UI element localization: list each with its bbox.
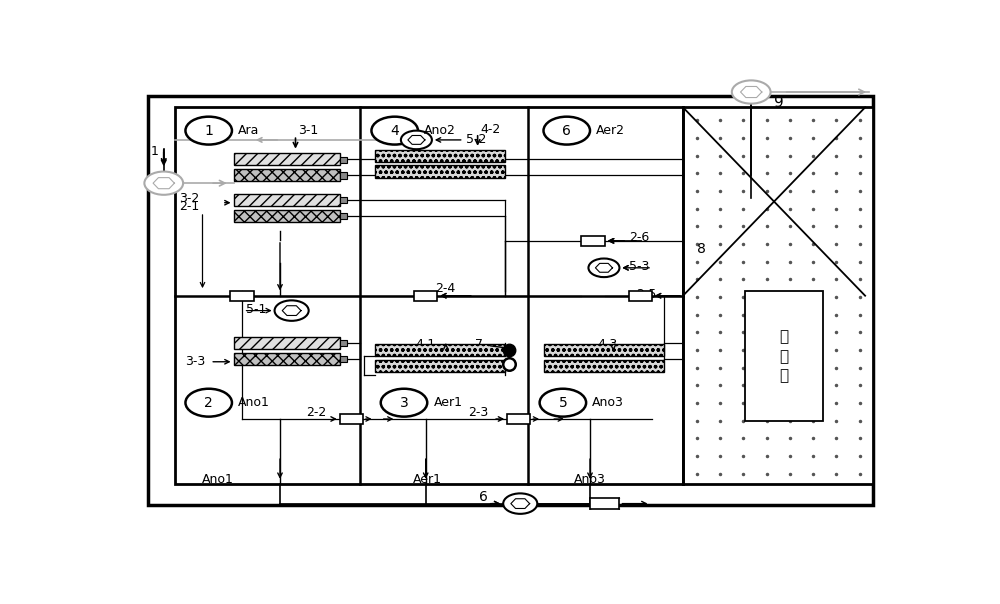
Circle shape <box>275 300 309 321</box>
Text: 4: 4 <box>390 124 399 138</box>
Circle shape <box>381 389 427 417</box>
Bar <box>234 337 340 349</box>
Text: 5-3: 5-3 <box>629 260 649 274</box>
Text: 6: 6 <box>479 490 488 504</box>
Text: 2: 2 <box>204 396 213 410</box>
Text: 7: 7 <box>475 338 483 351</box>
Bar <box>234 169 340 181</box>
Text: 6: 6 <box>562 124 571 138</box>
Bar <box>375 344 505 356</box>
Bar <box>581 236 605 246</box>
Bar <box>544 360 664 372</box>
Text: 2-6: 2-6 <box>629 231 649 244</box>
Text: 4-3: 4-3 <box>598 338 618 351</box>
Bar <box>230 291 254 301</box>
Text: Ano3: Ano3 <box>592 396 624 409</box>
Text: 5-1: 5-1 <box>246 303 266 316</box>
Bar <box>375 150 505 162</box>
Bar <box>234 153 340 165</box>
Bar <box>234 210 340 222</box>
Text: 9: 9 <box>774 95 784 110</box>
Text: Aer1: Aer1 <box>433 396 462 409</box>
Bar <box>234 353 340 365</box>
Text: 工
作
台: 工 作 台 <box>779 329 788 384</box>
Text: 1: 1 <box>151 145 158 158</box>
Text: Aer1: Aer1 <box>413 473 442 486</box>
Text: 3-2: 3-2 <box>179 191 200 205</box>
Bar <box>340 213 347 219</box>
Circle shape <box>371 117 418 144</box>
Bar <box>629 291 652 301</box>
Circle shape <box>503 493 537 514</box>
Text: Ano3: Ano3 <box>574 473 606 486</box>
Bar <box>340 356 347 362</box>
Bar <box>507 414 530 424</box>
Text: 1: 1 <box>204 124 213 138</box>
Text: 2-3: 2-3 <box>468 406 489 419</box>
Text: 2-5: 2-5 <box>637 288 657 301</box>
Bar <box>375 165 505 178</box>
Text: 3-1: 3-1 <box>298 124 318 137</box>
Text: Ano2: Ano2 <box>424 124 456 137</box>
Text: Aer2: Aer2 <box>596 124 625 137</box>
Circle shape <box>185 389 232 417</box>
Circle shape <box>401 130 432 149</box>
Bar <box>414 291 437 301</box>
Text: 5-2: 5-2 <box>466 133 486 146</box>
Circle shape <box>540 389 586 417</box>
Bar <box>340 414 363 424</box>
Text: 4-2: 4-2 <box>480 123 500 136</box>
Bar <box>745 291 822 422</box>
Bar <box>148 96 873 505</box>
Bar <box>375 360 505 372</box>
Text: 2-4: 2-4 <box>435 282 455 295</box>
Text: Ano1: Ano1 <box>238 396 270 409</box>
Text: 4-1: 4-1 <box>416 338 436 351</box>
Circle shape <box>185 117 232 144</box>
Text: 5: 5 <box>558 396 567 410</box>
Bar <box>683 108 873 484</box>
Bar <box>340 156 347 162</box>
Text: 2-1: 2-1 <box>179 200 200 213</box>
Bar <box>544 344 664 356</box>
Circle shape <box>588 259 619 277</box>
Text: 3-3: 3-3 <box>185 355 206 368</box>
Bar <box>340 341 347 347</box>
Bar <box>340 197 347 203</box>
Text: Ara: Ara <box>238 124 260 137</box>
Bar <box>175 108 683 484</box>
Circle shape <box>544 117 590 144</box>
Bar <box>590 498 619 509</box>
Circle shape <box>732 80 771 104</box>
Text: 8: 8 <box>697 242 706 256</box>
Bar <box>234 194 340 206</box>
Circle shape <box>144 172 183 195</box>
Text: 2-2: 2-2 <box>306 406 327 419</box>
Bar <box>340 173 347 179</box>
Text: Ano1: Ano1 <box>202 473 234 486</box>
Text: 3: 3 <box>400 396 408 410</box>
